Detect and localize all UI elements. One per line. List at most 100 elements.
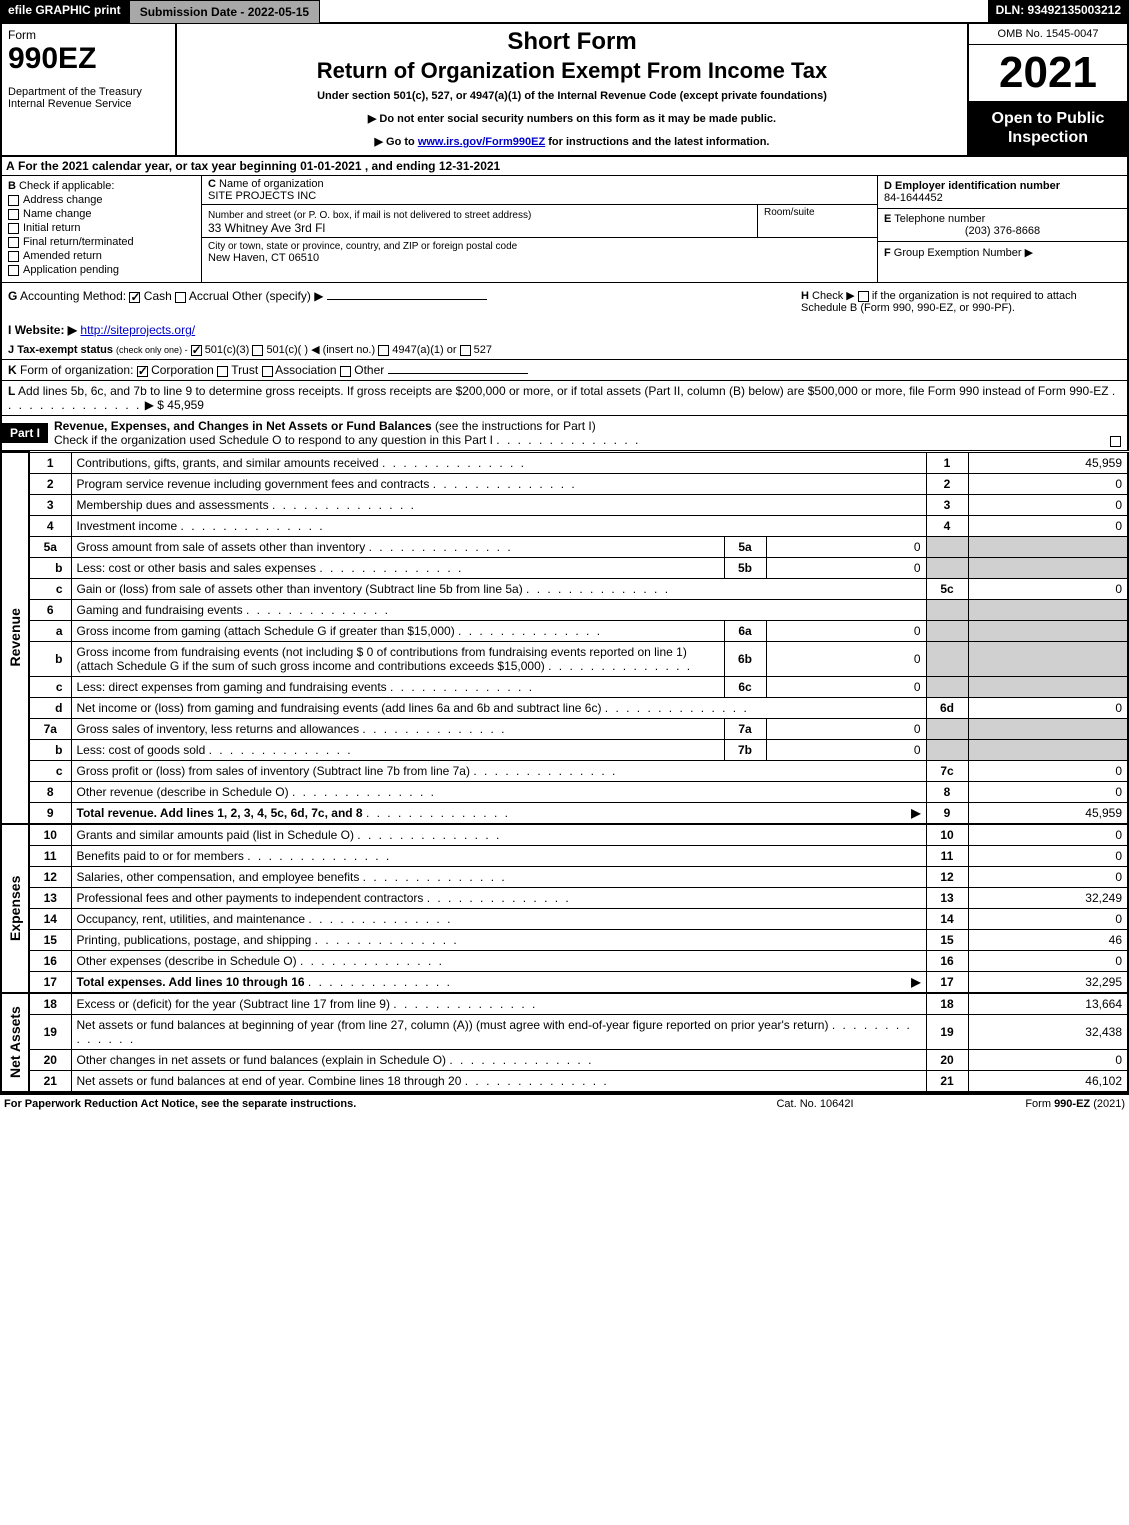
result-value-cell bbox=[968, 557, 1128, 578]
row-i-label: I bbox=[8, 323, 11, 337]
line-number: b bbox=[29, 641, 71, 676]
checkbox-accrual[interactable] bbox=[175, 292, 186, 303]
header-right: OMB No. 1545-0047 2021 Open to Public In… bbox=[967, 24, 1127, 155]
row-j-label: J bbox=[8, 344, 14, 356]
result-number-cell bbox=[926, 718, 968, 739]
line-number: 20 bbox=[29, 1049, 71, 1070]
label-corporation: Corporation bbox=[151, 363, 214, 377]
result-value-cell bbox=[968, 641, 1128, 676]
result-value-cell: 0 bbox=[968, 473, 1128, 494]
line-number: 2 bbox=[29, 473, 71, 494]
result-value-cell: 0 bbox=[968, 866, 1128, 887]
result-number-cell: 3 bbox=[926, 494, 968, 515]
line-description: Gross sales of inventory, less returns a… bbox=[71, 718, 724, 739]
line-description: Other revenue (describe in Schedule O) bbox=[71, 781, 926, 802]
result-value-cell: 46 bbox=[968, 929, 1128, 950]
checkbox-final-return[interactable] bbox=[8, 237, 19, 248]
street-value: 33 Whitney Ave 3rd Fl bbox=[208, 221, 325, 235]
row-j-note: (check only one) - bbox=[116, 345, 188, 355]
omb-number: OMB No. 1545-0047 bbox=[969, 24, 1127, 45]
checkbox-association[interactable] bbox=[262, 366, 273, 377]
checkbox-schedule-b[interactable] bbox=[858, 291, 869, 302]
checkbox-address-change[interactable] bbox=[8, 195, 19, 206]
result-number-cell: 7c bbox=[926, 760, 968, 781]
box-d-label: D bbox=[884, 180, 892, 192]
instruction-2: ▶ Go to www.irs.gov/Form990EZ for instru… bbox=[185, 135, 959, 148]
result-number-cell: 14 bbox=[926, 908, 968, 929]
tax-year: 2021 bbox=[969, 45, 1127, 101]
result-value-cell: 0 bbox=[968, 578, 1128, 599]
checkbox-initial-return[interactable] bbox=[8, 223, 19, 234]
department-label: Department of the Treasury Internal Reve… bbox=[8, 86, 169, 110]
line-description: Other changes in net assets or fund bala… bbox=[71, 1049, 926, 1070]
row-l-label: L bbox=[8, 384, 15, 398]
row-k: K Form of organization: Corporation Trus… bbox=[0, 360, 1129, 381]
table-row: 12Salaries, other compensation, and empl… bbox=[1, 866, 1128, 887]
result-value-cell: 45,959 bbox=[968, 452, 1128, 473]
checkbox-name-change[interactable] bbox=[8, 209, 19, 220]
line-number: 5a bbox=[29, 536, 71, 557]
short-form-title: Short Form bbox=[185, 28, 959, 56]
checkbox-cash[interactable] bbox=[129, 292, 140, 303]
label-insert-no: ◀ (insert no.) bbox=[311, 344, 375, 356]
line-description: Benefits paid to or for members bbox=[71, 845, 926, 866]
result-value-cell: 0 bbox=[968, 697, 1128, 718]
result-value-cell bbox=[968, 536, 1128, 557]
box-c: C Name of organization SITE PROJECTS INC… bbox=[202, 176, 877, 282]
label-other-org: Other bbox=[354, 363, 384, 377]
row-a: A For the 2021 calendar year, or tax yea… bbox=[0, 157, 1129, 176]
checkbox-schedule-o[interactable] bbox=[1110, 436, 1121, 447]
result-number-cell bbox=[926, 739, 968, 760]
checkbox-other-org[interactable] bbox=[340, 366, 351, 377]
checkbox-corporation[interactable] bbox=[137, 366, 148, 377]
line-number: 13 bbox=[29, 887, 71, 908]
label-initial-return: Initial return bbox=[23, 222, 80, 234]
sub-line-label: 5a bbox=[724, 536, 766, 557]
result-value-cell bbox=[968, 676, 1128, 697]
line-description: Professional fees and other payments to … bbox=[71, 887, 926, 908]
part-1-tab: Part I bbox=[2, 423, 48, 443]
sub-line-value: 0 bbox=[766, 536, 926, 557]
result-value-cell: 0 bbox=[968, 908, 1128, 929]
part-1-subtitle: (see the instructions for Part I) bbox=[435, 419, 596, 433]
line-number: 15 bbox=[29, 929, 71, 950]
form-number: 990EZ bbox=[8, 42, 169, 76]
website-link[interactable]: http://siteprojects.org/ bbox=[80, 323, 195, 337]
line-number: 9 bbox=[29, 802, 71, 824]
box-b-heading: Check if applicable: bbox=[19, 180, 114, 192]
box-d-heading: Employer identification number bbox=[895, 180, 1060, 192]
sub-line-value: 0 bbox=[766, 718, 926, 739]
box-f-label: F bbox=[884, 247, 891, 259]
line-number: 1 bbox=[29, 452, 71, 473]
table-row: Net Assets18Excess or (deficit) for the … bbox=[1, 993, 1128, 1015]
checkbox-501c3[interactable] bbox=[191, 345, 202, 356]
line-number: 18 bbox=[29, 993, 71, 1015]
label-accrual: Accrual bbox=[189, 289, 229, 303]
result-number-cell: 12 bbox=[926, 866, 968, 887]
checkbox-amended-return[interactable] bbox=[8, 251, 19, 262]
checkbox-527[interactable] bbox=[460, 345, 471, 356]
result-number-cell: 6d bbox=[926, 697, 968, 718]
line-number: a bbox=[29, 620, 71, 641]
box-f-heading: Group Exemption Number bbox=[894, 247, 1022, 259]
line-description: Gain or (loss) from sale of assets other… bbox=[71, 578, 926, 599]
table-row: cGain or (loss) from sale of assets othe… bbox=[1, 578, 1128, 599]
table-row: Revenue1Contributions, gifts, grants, an… bbox=[1, 452, 1128, 473]
header-center: Short Form Return of Organization Exempt… bbox=[177, 24, 967, 155]
section-vertical-label: Expenses bbox=[1, 824, 29, 993]
checkbox-501c[interactable] bbox=[252, 345, 263, 356]
result-number-cell: 13 bbox=[926, 887, 968, 908]
checkbox-4947[interactable] bbox=[378, 345, 389, 356]
label-association: Association bbox=[275, 363, 336, 377]
label-501c: 501(c)( ) bbox=[266, 344, 308, 356]
table-row: 11Benefits paid to or for members 110 bbox=[1, 845, 1128, 866]
table-row: 16Other expenses (describe in Schedule O… bbox=[1, 950, 1128, 971]
open-inspection: Open to Public Inspection bbox=[969, 101, 1127, 155]
footer-right: Form 990-EZ (2021) bbox=[925, 1098, 1125, 1110]
checkbox-trust[interactable] bbox=[217, 366, 228, 377]
row-k-heading: Form of organization: bbox=[20, 363, 133, 377]
irs-link[interactable]: www.irs.gov/Form990EZ bbox=[418, 136, 545, 148]
org-name: SITE PROJECTS INC bbox=[208, 190, 316, 202]
sub-line-label: 6c bbox=[724, 676, 766, 697]
checkbox-application-pending[interactable] bbox=[8, 265, 19, 276]
